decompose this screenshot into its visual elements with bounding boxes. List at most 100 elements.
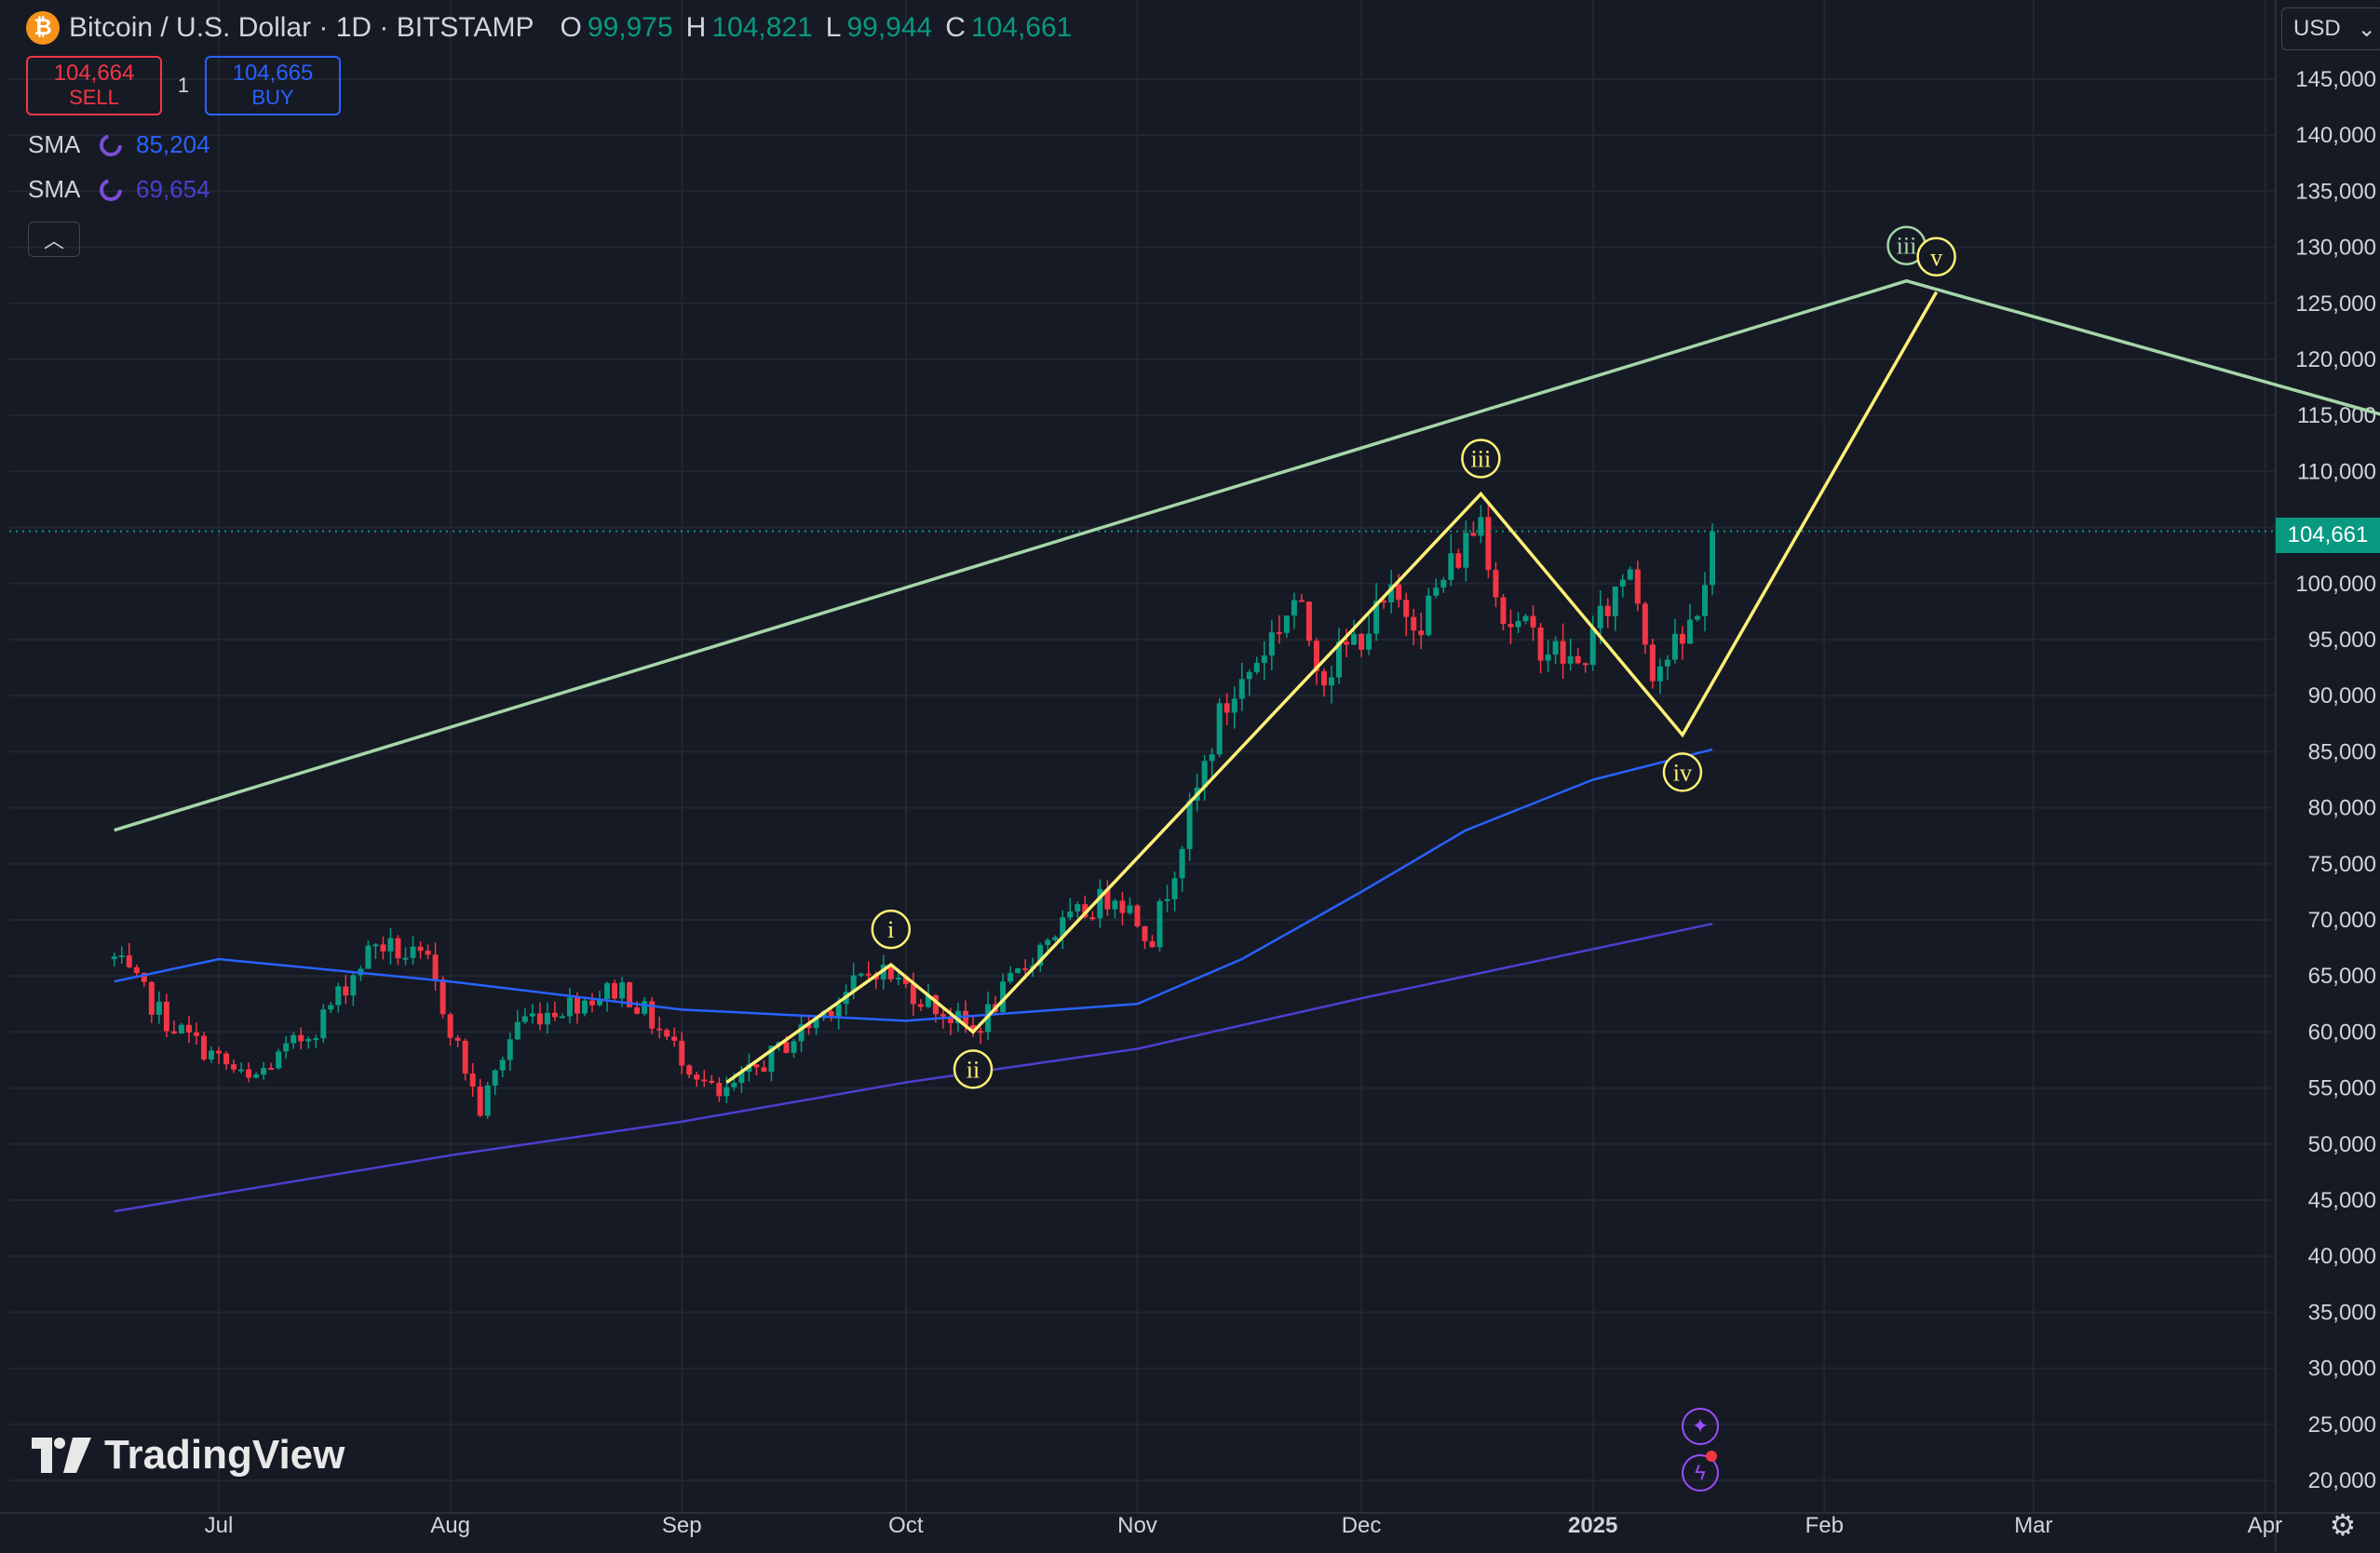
candle-body [559, 1016, 565, 1019]
candle [417, 941, 424, 959]
y-tick-label: 110,000 [2297, 459, 2376, 484]
candle-body [686, 1065, 693, 1075]
candle [566, 987, 573, 1024]
buy-button[interactable]: 104,665 BUY [205, 56, 341, 115]
candle-body [1567, 655, 1574, 664]
symbol-title[interactable]: Bitcoin / U.S. Dollar · 1D · BITSTAMP [69, 12, 534, 43]
wave-minor-label: iv [1662, 752, 1703, 792]
alerts-button[interactable]: ϟ [1682, 1454, 1719, 1492]
wave-minor-label-circle [871, 909, 912, 950]
candle-body [1694, 615, 1700, 620]
wave-major-label: iii [1886, 225, 1927, 265]
candle-body [425, 951, 431, 955]
candle [1537, 623, 1544, 674]
buy-label: BUY [251, 86, 294, 109]
candle [1253, 656, 1260, 675]
candle-body [111, 956, 117, 960]
candle [716, 1076, 723, 1102]
candle-body [320, 1009, 327, 1039]
wave-minor-label-text: i [887, 916, 894, 943]
candle-body [1045, 939, 1051, 945]
candle-body [574, 997, 580, 1014]
candle [1149, 935, 1156, 948]
candle-body [1134, 905, 1141, 926]
candle-body [917, 1004, 924, 1007]
candle [1567, 638, 1574, 671]
candle-body [1627, 569, 1633, 580]
candle [1448, 533, 1454, 587]
candle-body [223, 1053, 230, 1065]
candle [514, 1009, 521, 1041]
candle [200, 1032, 207, 1061]
candle [343, 975, 349, 1005]
candle-body [343, 986, 349, 996]
indicator-sma-1[interactable]: SMA 85,204 [28, 130, 210, 159]
candle-body [1478, 517, 1484, 536]
quantity-value[interactable]: 1 [177, 74, 190, 97]
candle-body [1418, 630, 1425, 636]
indicator-sma-2[interactable]: SMA 69,654 [28, 175, 210, 204]
candle-body [664, 1030, 670, 1037]
candle [216, 1047, 222, 1064]
candle [1216, 697, 1223, 758]
candle [686, 1064, 693, 1079]
candle-body [1508, 624, 1514, 628]
trade-panel: 104,664 SELL 1 104,665 BUY [26, 56, 341, 115]
candle-body [1149, 940, 1156, 948]
y-tick-label: 60,000 [2308, 1020, 2376, 1045]
candle-body [477, 1087, 483, 1116]
candle [447, 1012, 453, 1047]
candle [1373, 583, 1380, 641]
candle-body [858, 973, 864, 976]
candle [313, 1034, 319, 1048]
candle [492, 1069, 498, 1096]
candle [521, 1007, 528, 1024]
candle [439, 976, 446, 1019]
x-tick-label: Feb [1805, 1513, 1844, 1538]
candle [664, 1028, 670, 1041]
candle-body [1470, 533, 1477, 536]
y-tick-label: 100,000 [2295, 572, 2376, 597]
sell-button[interactable]: 104,664 SELL [26, 56, 162, 115]
candle-body [1224, 703, 1230, 713]
candle-body [1396, 584, 1402, 601]
candle [1694, 614, 1700, 622]
candle [1366, 615, 1373, 655]
last-price-badge: 104,661 [2276, 518, 2380, 553]
sma-line-2 [114, 922, 1713, 1213]
candle [1485, 501, 1492, 578]
candle [1320, 668, 1327, 697]
close-label: C [945, 12, 966, 43]
candle-body [761, 1067, 767, 1072]
candle-body [1411, 616, 1417, 631]
candle [1283, 615, 1290, 638]
chevron-up-icon: ︿ [43, 229, 64, 252]
candle-body [649, 1001, 656, 1029]
candle-body [118, 955, 125, 958]
candle-body [1082, 904, 1089, 918]
assistant-button[interactable]: ✦ [1682, 1408, 1719, 1445]
candle-body [1612, 586, 1618, 616]
candle-body [1320, 670, 1327, 686]
candle-body [835, 1004, 842, 1018]
candle [649, 996, 656, 1034]
collapse-indicators-button[interactable]: ︿ [28, 222, 80, 257]
candle-body [499, 1060, 506, 1071]
candle [581, 998, 588, 1017]
currency-select[interactable]: USD ⌄ [2281, 7, 2380, 50]
candle-body [484, 1085, 491, 1116]
candle-body [1283, 615, 1290, 633]
candle-body [268, 1068, 275, 1071]
candle [1238, 662, 1245, 711]
candle [111, 952, 117, 966]
candle-body [701, 1079, 708, 1082]
currency-value: USD [2293, 16, 2341, 41]
candle [1164, 885, 1170, 912]
candle [529, 1004, 535, 1024]
candle [1112, 898, 1118, 919]
candle [1261, 641, 1267, 681]
candle [1575, 647, 1581, 665]
candle [320, 1004, 327, 1043]
gear-icon[interactable]: ⚙ [2329, 1508, 2357, 1542]
